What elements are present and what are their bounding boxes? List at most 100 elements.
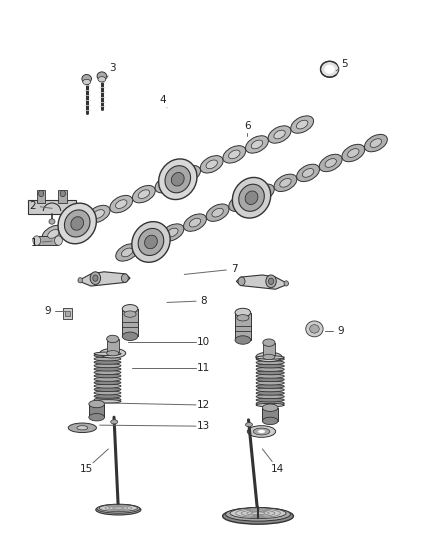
Ellipse shape <box>266 275 276 288</box>
Ellipse shape <box>258 430 265 433</box>
Ellipse shape <box>94 352 121 356</box>
Ellipse shape <box>256 384 284 389</box>
Ellipse shape <box>39 190 44 197</box>
Ellipse shape <box>138 229 164 255</box>
Ellipse shape <box>274 130 285 139</box>
Ellipse shape <box>184 170 195 179</box>
Ellipse shape <box>256 398 284 402</box>
Ellipse shape <box>184 214 206 231</box>
Ellipse shape <box>138 234 161 251</box>
FancyBboxPatch shape <box>262 408 278 421</box>
Ellipse shape <box>94 370 121 375</box>
Ellipse shape <box>93 209 104 219</box>
Ellipse shape <box>256 387 284 392</box>
Text: 7: 7 <box>231 264 237 274</box>
Ellipse shape <box>206 204 229 221</box>
Text: 9: 9 <box>44 306 51 317</box>
Ellipse shape <box>247 426 276 437</box>
Ellipse shape <box>253 428 270 435</box>
Ellipse shape <box>234 198 246 207</box>
Ellipse shape <box>251 140 263 149</box>
FancyBboxPatch shape <box>37 236 59 245</box>
Ellipse shape <box>237 314 249 321</box>
Text: 8: 8 <box>201 296 207 306</box>
Ellipse shape <box>274 174 297 191</box>
FancyBboxPatch shape <box>89 404 105 417</box>
Ellipse shape <box>71 220 82 228</box>
Ellipse shape <box>171 173 184 186</box>
Ellipse shape <box>132 222 170 262</box>
Ellipse shape <box>94 400 121 403</box>
Ellipse shape <box>321 61 339 77</box>
Text: 15: 15 <box>80 464 93 473</box>
Ellipse shape <box>97 504 140 513</box>
Text: 11: 11 <box>197 363 210 373</box>
Text: 4: 4 <box>159 95 166 105</box>
Ellipse shape <box>239 184 264 211</box>
Ellipse shape <box>319 154 342 172</box>
Ellipse shape <box>64 210 90 237</box>
Ellipse shape <box>310 325 319 333</box>
Ellipse shape <box>263 339 275 346</box>
Ellipse shape <box>96 505 141 515</box>
Ellipse shape <box>256 381 284 385</box>
Ellipse shape <box>116 244 138 261</box>
Ellipse shape <box>262 417 278 425</box>
Ellipse shape <box>268 126 291 143</box>
Ellipse shape <box>256 367 284 372</box>
Ellipse shape <box>257 189 268 197</box>
Ellipse shape <box>229 150 240 159</box>
Ellipse shape <box>165 166 191 193</box>
Ellipse shape <box>263 354 275 360</box>
Polygon shape <box>237 275 288 289</box>
Ellipse shape <box>100 349 126 358</box>
Ellipse shape <box>291 116 314 133</box>
Ellipse shape <box>94 377 121 381</box>
Ellipse shape <box>256 360 284 365</box>
Ellipse shape <box>106 351 119 356</box>
Ellipse shape <box>110 196 133 213</box>
Ellipse shape <box>94 394 121 398</box>
Ellipse shape <box>48 230 59 238</box>
Ellipse shape <box>68 423 96 433</box>
Ellipse shape <box>121 248 133 257</box>
Ellipse shape <box>144 238 155 247</box>
Ellipse shape <box>256 377 284 382</box>
Ellipse shape <box>94 360 121 364</box>
Ellipse shape <box>233 177 271 218</box>
Polygon shape <box>78 272 130 286</box>
Ellipse shape <box>302 168 314 177</box>
Ellipse shape <box>200 156 223 173</box>
Text: 5: 5 <box>342 60 348 69</box>
Ellipse shape <box>58 203 96 244</box>
Ellipse shape <box>159 159 197 199</box>
Ellipse shape <box>256 357 284 361</box>
Ellipse shape <box>55 236 62 245</box>
Ellipse shape <box>348 149 359 157</box>
Ellipse shape <box>94 381 121 385</box>
FancyBboxPatch shape <box>122 309 138 336</box>
Text: 12: 12 <box>197 400 210 410</box>
Ellipse shape <box>78 278 82 283</box>
Ellipse shape <box>122 332 138 341</box>
Ellipse shape <box>121 274 128 282</box>
Ellipse shape <box>97 72 106 80</box>
Ellipse shape <box>98 77 106 82</box>
Text: 1: 1 <box>31 238 38 248</box>
Ellipse shape <box>94 387 121 392</box>
Ellipse shape <box>42 225 65 243</box>
Ellipse shape <box>161 180 172 189</box>
Ellipse shape <box>230 508 286 519</box>
Ellipse shape <box>256 374 284 378</box>
Ellipse shape <box>256 401 284 406</box>
Text: 13: 13 <box>197 421 210 431</box>
Ellipse shape <box>306 321 323 337</box>
Text: 2: 2 <box>29 201 36 211</box>
Ellipse shape <box>94 364 121 368</box>
Ellipse shape <box>238 277 245 286</box>
Ellipse shape <box>99 505 138 512</box>
Ellipse shape <box>93 275 98 281</box>
Ellipse shape <box>256 352 282 362</box>
Ellipse shape <box>325 64 335 74</box>
Ellipse shape <box>33 236 41 245</box>
